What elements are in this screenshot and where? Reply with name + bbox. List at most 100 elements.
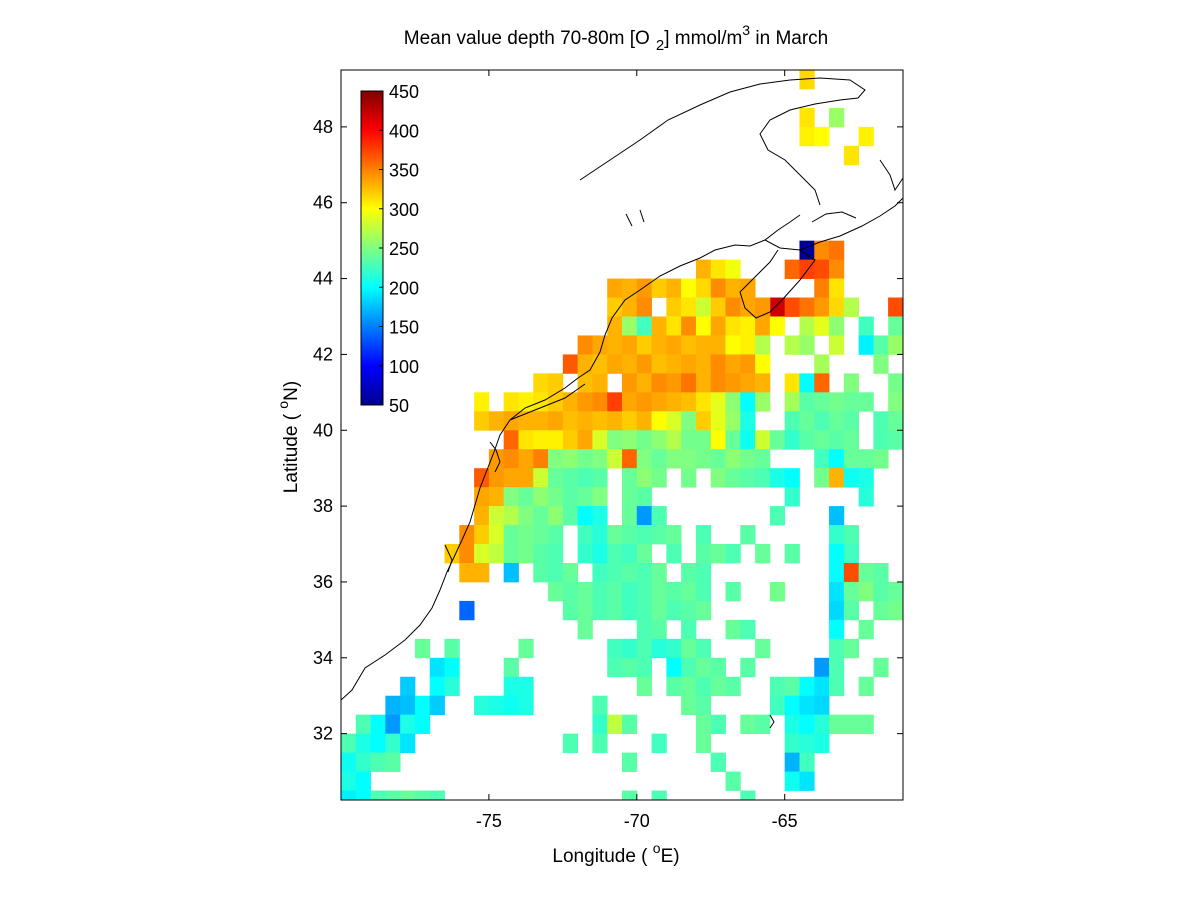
heatmap-cell: [681, 619, 697, 640]
heatmap-cell: [681, 316, 697, 336]
heatmap-cell: [474, 525, 490, 545]
heatmap-cell: [533, 430, 549, 450]
heatmap-cell: [414, 695, 431, 716]
heatmap-cell: [784, 297, 800, 317]
heatmap-cell: [622, 752, 638, 772]
heatmap-cell: [562, 430, 579, 450]
heatmap-cell: [710, 676, 726, 697]
heatmap-cell: [651, 733, 667, 753]
heatmap-cell: [843, 581, 860, 602]
heatmap-cell: [636, 619, 652, 640]
heatmap-cell: [651, 354, 667, 374]
heatmap-cell: [636, 373, 652, 393]
heatmap-cell: [799, 70, 815, 90]
heatmap-cell: [903, 146, 918, 165]
heatmap-cell: [548, 525, 564, 545]
heatmap-cell: [636, 316, 652, 336]
heatmap-cell: [829, 411, 845, 431]
heatmap-cell: [799, 771, 815, 791]
heatmap-cell: [622, 525, 638, 545]
colorbar: 50 100 150 200 250 300 350 400 450: [360, 82, 419, 416]
heatmap-cell: [592, 449, 608, 469]
heatmap-cell: [503, 392, 519, 412]
heatmap-cell: [755, 638, 771, 659]
heatmap-cell: [518, 411, 534, 431]
heatmap-cell: [592, 581, 608, 602]
heatmap-cell: [799, 392, 815, 412]
heatmap-cell: [740, 411, 756, 431]
colorbar-tick-label: 350: [389, 161, 419, 181]
heatmap-cell: [518, 487, 534, 507]
heatmap-cell: [474, 562, 490, 583]
heatmap-cell: [355, 752, 371, 772]
heatmap-cell: [858, 581, 874, 602]
heatmap-cell: [474, 506, 490, 526]
heatmap-cell: [592, 600, 608, 621]
heatmap-cell: [666, 449, 682, 469]
heatmap-cell: [710, 411, 726, 431]
heatmap-cell: [888, 600, 903, 621]
heatmap-cell: [843, 449, 860, 469]
heatmap-cell: [341, 733, 357, 753]
heatmap-cell: [755, 335, 771, 355]
heatmap-cell: [429, 790, 445, 800]
heatmap-cell: [888, 392, 903, 412]
heatmap-cell: [548, 449, 564, 469]
heatmap-cell: [548, 562, 564, 583]
heatmap-cell: [651, 619, 667, 640]
heatmap-cell: [607, 392, 623, 412]
heatmap-cell: [385, 695, 401, 716]
heatmap-cell: [740, 297, 756, 317]
heatmap-cell: [533, 411, 549, 431]
heatmap-cell: [740, 354, 756, 374]
heatmap-cell: [666, 316, 682, 336]
heatmap-cell: [651, 506, 667, 526]
heatmap-cell: [355, 733, 371, 753]
heatmap-cell: [695, 695, 712, 716]
y-tick-label: 34: [313, 648, 333, 668]
heatmap-cell: [636, 297, 652, 317]
heatmap-cell: [858, 562, 874, 583]
heatmap-cell: [814, 373, 830, 393]
heatmap-cell: [755, 316, 771, 336]
heatmap-cell: [843, 468, 860, 488]
heatmap-cell: [725, 619, 741, 640]
heatmap-cell: [622, 468, 638, 488]
heatmap-cell: [488, 525, 505, 545]
y-tick-label: 38: [313, 496, 333, 516]
heatmap-cell: [903, 582, 918, 601]
heatmap-cell: [666, 676, 682, 697]
heatmap-cell: [799, 259, 815, 279]
heatmap-cell: [710, 714, 726, 735]
heatmap-cell: [740, 335, 756, 355]
heatmap-cell: [533, 562, 549, 583]
heatmap-cell: [636, 487, 652, 507]
heatmap-cell: [400, 733, 416, 753]
heatmap-cell: [681, 695, 697, 716]
heatmap-cell: [903, 298, 918, 317]
heatmap-cell: [695, 581, 712, 602]
heatmap-cell: [814, 657, 830, 678]
heatmap-cell: [829, 581, 845, 602]
heatmap-cell: [518, 449, 534, 469]
heatmap-cell: [622, 581, 638, 602]
heatmap-cell: [429, 695, 445, 716]
heatmap-cell: [474, 392, 490, 412]
y-tick-label: 44: [313, 269, 333, 289]
heatmap-cell: [592, 487, 608, 507]
heatmap-cell: [873, 449, 889, 469]
heatmap-cell: [740, 525, 756, 545]
heatmap-cell: [710, 468, 726, 488]
heatmap-cell: [592, 430, 608, 450]
heatmap-cell: [888, 411, 903, 431]
heatmap-cell: [769, 430, 786, 450]
heatmap-cell: [607, 638, 623, 659]
chart-title: Mean value depth 70-80m [O 2] mmol/m3 in …: [404, 22, 828, 54]
heatmap-cell: [518, 468, 534, 488]
heatmap-cell: [814, 278, 830, 298]
heatmap-cell: [636, 392, 652, 412]
heatmap-cell: [710, 297, 726, 317]
heatmap-cell: [755, 354, 771, 374]
heatmap-cell: [695, 354, 712, 374]
colorbar-tick-label: 150: [389, 318, 419, 338]
